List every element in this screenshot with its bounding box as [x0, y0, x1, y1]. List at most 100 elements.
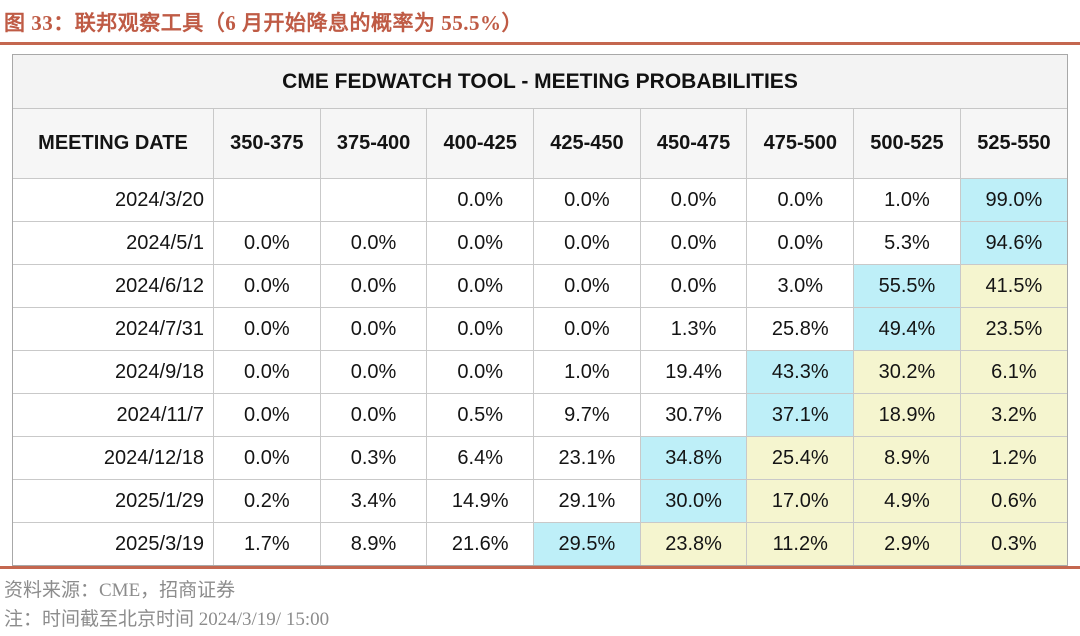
source-note: 资料来源：CME，招商证券: [4, 580, 236, 601]
prob-cell: 0.3%: [319, 436, 428, 480]
prob-cell: 19.4%: [639, 350, 748, 394]
prob-cell: 0.0%: [533, 178, 641, 222]
prob-cell: 3.2%: [959, 393, 1067, 437]
prob-cell: 1.3%: [639, 307, 748, 351]
fedwatch-table-panel: CME FEDWATCH TOOL - MEETING PROBABILITIE…: [12, 54, 1068, 566]
prob-cell: 0.0%: [426, 264, 535, 308]
prob-cell: 0.5%: [426, 393, 535, 437]
date-cell: 2024/11/7: [13, 393, 214, 437]
prob-cell: 49.4%: [853, 307, 961, 351]
prob-cell: 1.0%: [533, 350, 641, 394]
prob-cell: 23.8%: [639, 522, 748, 565]
prob-cell: 0.3%: [959, 522, 1067, 565]
column-header: 350-375: [213, 109, 321, 179]
figure-footer: 资料来源：CME，招商证券 注：时间截至北京时间 2024/3/19/ 15:0…: [0, 569, 1080, 634]
prob-cell: 21.6%: [426, 522, 535, 565]
prob-cell: 0.0%: [319, 307, 428, 351]
prob-cell: 0.0%: [213, 436, 321, 480]
prob-cell: 0.0%: [639, 264, 748, 308]
prob-cell: 29.5%: [533, 522, 641, 565]
column-header: 475-500: [746, 109, 855, 179]
prob-cell: 30.2%: [853, 350, 961, 394]
table-row: 2024/3/20 0.0% 0.0% 0.0% 0.0% 1.0% 99.0%: [13, 178, 1067, 222]
prob-cell: 5.3%: [853, 221, 961, 265]
prob-cell: 1.7%: [213, 522, 321, 565]
prob-cell: 37.1%: [746, 393, 855, 437]
table-row: 2025/1/29 0.2% 3.4% 14.9% 29.1% 30.0% 17.0% 4.9…: [13, 479, 1067, 523]
date-cell: 2024/6/12: [13, 264, 214, 308]
prob-cell: 99.0%: [959, 178, 1067, 222]
prob-cell: 55.5%: [853, 264, 961, 308]
prob-cell: 0.0%: [319, 393, 428, 437]
table-row: 2024/11/7 0.0% 0.0% 0.5% 9.7% 30.7% 37.1% 18.9%…: [13, 393, 1067, 437]
date-cell: 2025/1/29: [13, 479, 214, 523]
prob-cell: 6.4%: [426, 436, 535, 480]
column-header: 400-425: [426, 109, 535, 179]
date-cell: 2024/3/20: [13, 178, 214, 222]
bottom-rule: [0, 566, 1080, 569]
prob-cell: [213, 178, 321, 222]
prob-cell: 0.0%: [319, 264, 428, 308]
prob-cell: 8.9%: [319, 522, 428, 565]
prob-cell: 94.6%: [959, 221, 1067, 265]
prob-cell: 0.0%: [746, 221, 855, 265]
prob-cell: 1.2%: [959, 436, 1067, 480]
prob-cell: 23.5%: [959, 307, 1067, 351]
prob-cell: 8.9%: [853, 436, 961, 480]
prob-cell: 30.0%: [639, 479, 748, 523]
prob-cell: 18.9%: [853, 393, 961, 437]
prob-cell: 23.1%: [533, 436, 641, 480]
column-header: 525-550: [959, 109, 1067, 179]
table-row: 2024/12/18 0.0% 0.3% 6.4% 23.1% 34.8% 25.4% 8.9…: [13, 436, 1067, 480]
prob-cell: 9.7%: [533, 393, 641, 437]
column-header: 450-475: [639, 109, 748, 179]
prob-cell: 0.0%: [213, 350, 321, 394]
prob-cell: 3.4%: [319, 479, 428, 523]
prob-cell: 0.0%: [426, 178, 535, 222]
prob-cell: 29.1%: [533, 479, 641, 523]
prob-cell: 25.4%: [746, 436, 855, 480]
prob-cell: 0.0%: [319, 221, 428, 265]
prob-cell: 0.0%: [639, 221, 748, 265]
date-cell: 2024/12/18: [13, 436, 214, 480]
prob-cell: 0.6%: [959, 479, 1067, 523]
prob-cell: 0.0%: [639, 178, 748, 222]
prob-cell: 4.9%: [853, 479, 961, 523]
prob-cell: 3.0%: [746, 264, 855, 308]
table-row: 2024/6/12 0.0% 0.0% 0.0% 0.0% 0.0% 3.0% 55.5% 41…: [13, 264, 1067, 308]
prob-cell: 0.0%: [746, 178, 855, 222]
prob-cell: 0.2%: [213, 479, 321, 523]
probability-table: MEETING DATE 350-375 375-400 400-425 425…: [13, 109, 1067, 565]
column-header: 375-400: [319, 109, 428, 179]
date-cell: 2024/9/18: [13, 350, 214, 394]
figure-caption: 图 33：联邦观察工具（6 月开始降息的概率为 55.5%）: [0, 0, 1080, 42]
prob-cell: 0.0%: [426, 307, 535, 351]
prob-cell: 0.0%: [213, 307, 321, 351]
prob-cell: 25.8%: [746, 307, 855, 351]
prob-cell: 0.0%: [319, 350, 428, 394]
prob-cell: 0.0%: [213, 264, 321, 308]
prob-cell: 0.0%: [426, 221, 535, 265]
prob-cell: 0.0%: [533, 264, 641, 308]
header-row: MEETING DATE 350-375 375-400 400-425 425…: [13, 109, 1067, 179]
column-header-meeting-date: MEETING DATE: [13, 109, 214, 179]
prob-cell: 6.1%: [959, 350, 1067, 394]
prob-cell: 14.9%: [426, 479, 535, 523]
table-body: 2024/3/20 0.0% 0.0% 0.0% 0.0% 1.0% 99.0% 2024/5…: [13, 178, 1067, 565]
table-title: CME FEDWATCH TOOL - MEETING PROBABILITIE…: [13, 55, 1067, 109]
prob-cell: 34.8%: [639, 436, 748, 480]
prob-cell: 11.2%: [746, 522, 855, 565]
prob-cell: 17.0%: [746, 479, 855, 523]
date-cell: 2025/3/19: [13, 522, 214, 565]
prob-cell: 30.7%: [639, 393, 748, 437]
prob-cell: 0.0%: [213, 221, 321, 265]
prob-cell: 0.0%: [533, 307, 641, 351]
date-cell: 2024/7/31: [13, 307, 214, 351]
prob-cell: 1.0%: [853, 178, 961, 222]
prob-cell: [319, 178, 428, 222]
date-cell: 2024/5/1: [13, 221, 214, 265]
prob-cell: 2.9%: [853, 522, 961, 565]
prob-cell: 0.0%: [533, 221, 641, 265]
table-row: 2025/3/19 1.7% 8.9% 21.6% 29.5% 23.8% 11.2% 2.9…: [13, 522, 1067, 565]
